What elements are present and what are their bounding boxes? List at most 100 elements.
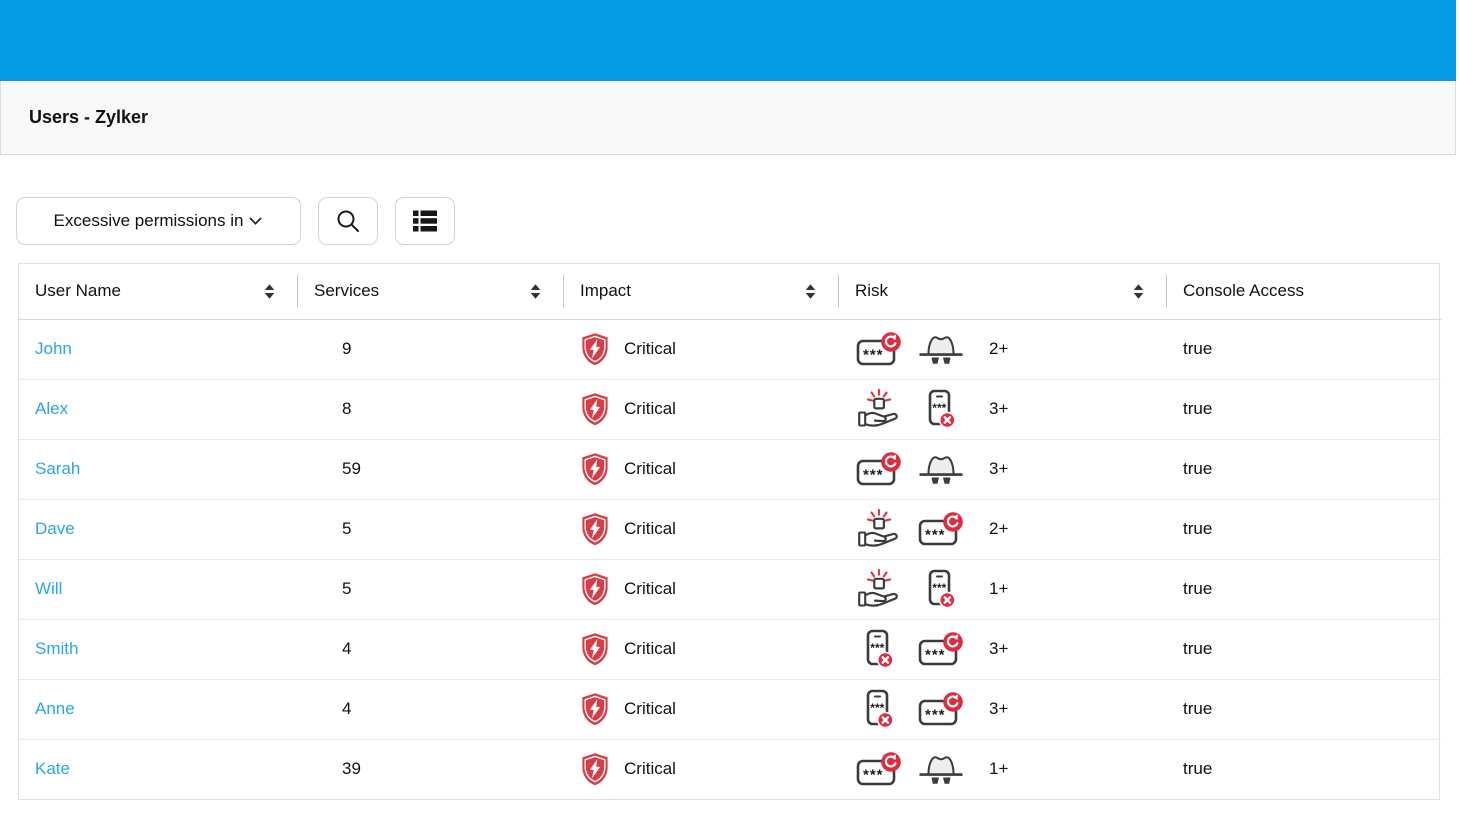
table-row: Will 5 Critical *** 1+ true — [19, 559, 1441, 619]
svg-text:***: *** — [925, 646, 946, 663]
table-row: Dave 5 Critical *** 2+ true — [19, 499, 1441, 559]
svg-text:***: *** — [925, 706, 946, 723]
table-body: John 9 Critical *** 2+ true Alex 8 Critical *** 3+… — [19, 319, 1441, 799]
column-label: Impact — [580, 281, 632, 301]
svg-text:***: *** — [925, 526, 946, 543]
svg-text:***: *** — [863, 346, 884, 363]
svg-text:***: *** — [932, 401, 946, 415]
user-link[interactable]: John — [35, 339, 72, 358]
column-label: Console Access — [1183, 281, 1304, 301]
svg-text:***: *** — [863, 766, 884, 783]
critical-shield-icon — [580, 692, 610, 726]
mfa-disabled-icon: *** — [855, 689, 903, 729]
user-link[interactable]: Alex — [35, 399, 69, 418]
impact-label: Critical — [624, 639, 676, 658]
page-titlebar: Users - Zylker — [0, 81, 1456, 155]
impact-label: Critical — [624, 459, 676, 478]
password-rotation-icon: *** — [855, 751, 903, 788]
console-access-value: true — [1183, 339, 1213, 358]
risk-count: 3+ — [989, 399, 1009, 418]
risk-count: 3+ — [989, 639, 1009, 658]
table-header-row: User Name Services Impact — [19, 264, 1441, 319]
sort-icon[interactable] — [529, 283, 542, 300]
column-header-user-name[interactable]: User Name — [19, 264, 298, 319]
services-count: 5 — [342, 519, 352, 538]
spy-icon — [917, 753, 965, 786]
console-access-value: true — [1183, 399, 1213, 418]
permission-grant-icon — [855, 388, 903, 430]
services-count: 59 — [342, 459, 361, 478]
impact-label: Critical — [624, 759, 676, 779]
svg-text:***: *** — [870, 641, 884, 655]
user-link[interactable]: Sarah — [35, 459, 81, 478]
risk-count: 2+ — [989, 339, 1009, 358]
column-label: Services — [314, 281, 380, 301]
user-link[interactable]: Will — [35, 579, 63, 598]
column-header-console-access: Console Access — [1167, 264, 1441, 319]
critical-shield-icon — [580, 452, 610, 486]
risk-count: 3+ — [989, 699, 1009, 718]
impact-label: Critical — [624, 519, 676, 538]
impact-label: Critical — [624, 339, 676, 358]
chevron-down-icon — [248, 216, 263, 226]
column-header-impact[interactable]: Impact — [564, 264, 839, 319]
list-view-icon — [412, 209, 438, 233]
critical-shield-icon — [580, 752, 610, 786]
password-rotation-icon: *** — [855, 451, 903, 488]
critical-shield-icon — [580, 332, 610, 366]
table-row: Anne 4 Critical *** *** 3+ true — [19, 679, 1441, 739]
critical-shield-icon — [580, 392, 610, 426]
filter-dropdown[interactable]: Excessive permissions in — [16, 197, 301, 245]
table-row: John 9 Critical *** 2+ true — [19, 319, 1441, 379]
svg-text:***: *** — [870, 701, 884, 715]
sort-icon[interactable] — [1132, 283, 1145, 300]
user-link[interactable]: Kate — [35, 759, 70, 779]
toolbar: Excessive permissions in — [16, 197, 1459, 245]
filter-dropdown-value: Excessive permissions in — [53, 211, 244, 230]
mfa-disabled-icon: *** — [855, 629, 903, 669]
spy-icon — [917, 453, 965, 486]
services-count: 9 — [342, 339, 352, 358]
sort-icon[interactable] — [263, 283, 276, 300]
table-row: Sarah 59 Critical *** 3+ true — [19, 439, 1441, 499]
list-view-button[interactable] — [395, 197, 455, 245]
console-access-value: true — [1183, 699, 1213, 718]
critical-shield-icon — [580, 572, 610, 606]
console-access-value: true — [1183, 519, 1213, 538]
critical-shield-icon — [580, 512, 610, 546]
risk-count: 3+ — [989, 459, 1009, 478]
users-table: User Name Services Impact — [18, 263, 1441, 800]
services-count: 8 — [342, 399, 352, 418]
page-title: Users - Zylker — [29, 107, 149, 127]
user-link[interactable]: Smith — [35, 639, 79, 658]
console-access-value: true — [1183, 639, 1213, 658]
search-button[interactable] — [318, 197, 378, 245]
risk-count: 2+ — [989, 519, 1009, 538]
impact-label: Critical — [624, 579, 676, 598]
column-header-services[interactable]: Services — [298, 264, 564, 319]
column-label: User Name — [35, 281, 121, 301]
console-access-value: true — [1183, 459, 1213, 478]
services-count: 4 — [342, 699, 352, 718]
user-link[interactable]: Dave — [35, 519, 75, 538]
impact-label: Critical — [624, 699, 676, 718]
svg-text:***: *** — [932, 581, 946, 595]
spy-icon — [917, 333, 965, 366]
console-access-value: true — [1183, 759, 1213, 779]
table-row: Smith 4 Critical *** *** 3+ true — [19, 619, 1441, 679]
risk-count: 1+ — [989, 759, 1009, 779]
password-rotation-icon: *** — [917, 691, 965, 728]
permission-grant-icon — [855, 508, 903, 550]
impact-label: Critical — [624, 399, 676, 418]
password-rotation-icon: *** — [917, 631, 965, 668]
user-link[interactable]: Anne — [35, 699, 75, 718]
app-topbar — [0, 0, 1456, 81]
mfa-disabled-icon: *** — [917, 389, 965, 429]
services-count: 39 — [342, 759, 361, 779]
mfa-disabled-icon: *** — [917, 569, 965, 609]
risk-count: 1+ — [989, 579, 1009, 598]
sort-icon[interactable] — [804, 283, 817, 300]
permission-grant-icon — [855, 568, 903, 610]
column-header-risk[interactable]: Risk — [839, 264, 1167, 319]
console-access-value: true — [1183, 579, 1213, 598]
